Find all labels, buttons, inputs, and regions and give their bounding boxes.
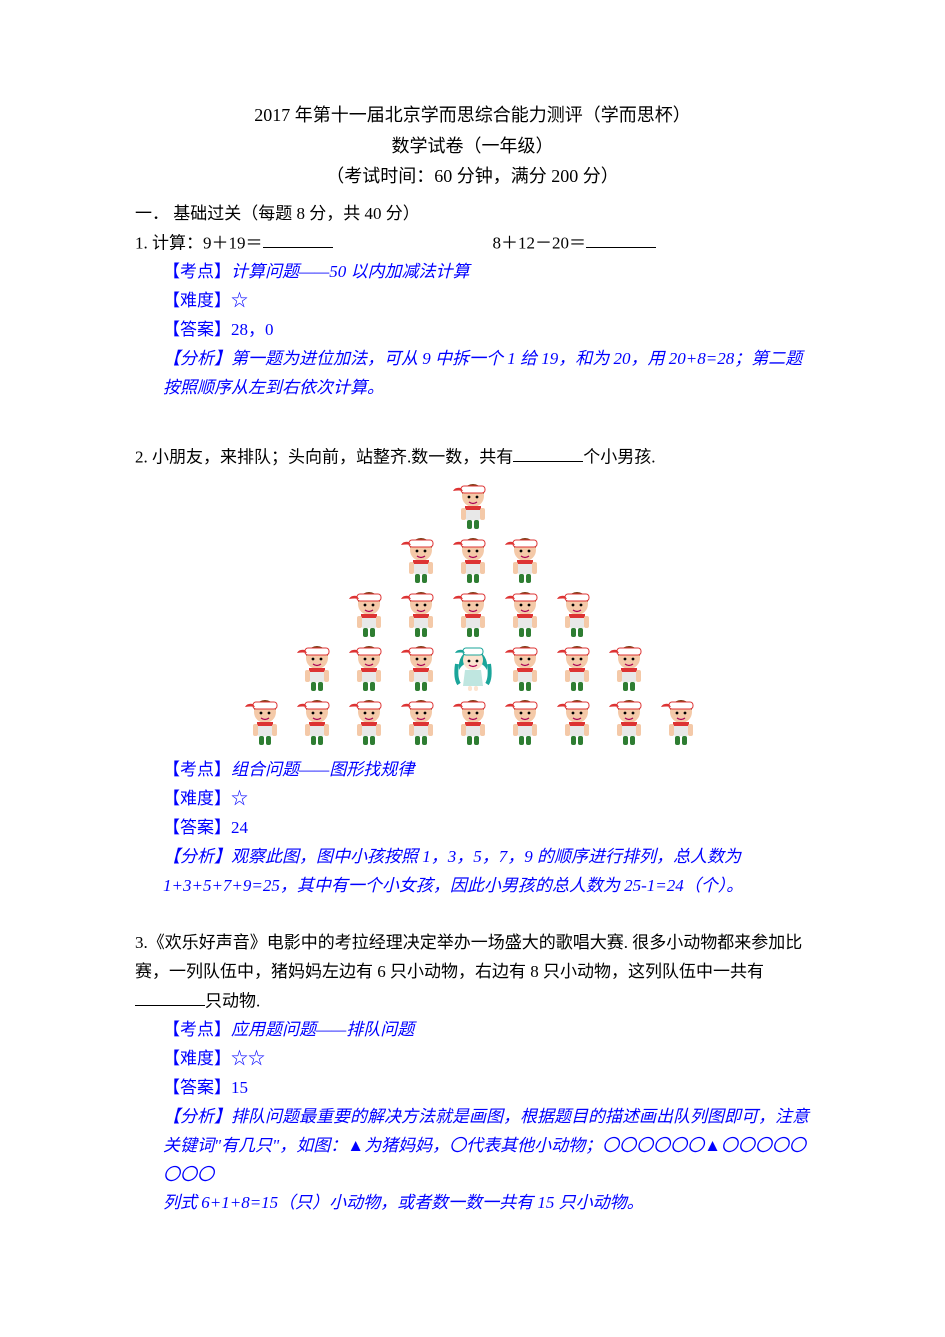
boy-icon	[397, 586, 445, 638]
q2-diff-line: 【难度】☆	[135, 785, 810, 814]
boy-icon	[397, 640, 445, 692]
topic-tag: 【考点】	[163, 1020, 231, 1039]
ans-tag: 【答案】	[163, 320, 231, 339]
q3-topic: 应用题问题——排队问题	[231, 1020, 414, 1039]
boy-icon	[553, 586, 601, 638]
boy-icon	[345, 640, 393, 692]
page-title-1: 2017 年第十一届北京学而思综合能力测评（学而思杯）	[135, 100, 810, 131]
q1-topic-line: 【考点】计算问题——50 以内加减法计算	[135, 258, 810, 287]
boy-icon	[293, 694, 341, 746]
boy-icon	[553, 640, 601, 692]
boy-icon	[345, 586, 393, 638]
boy-icon	[657, 694, 705, 746]
pyramid-row	[135, 694, 810, 746]
q3-ans: 15	[231, 1078, 248, 1097]
q3-stem: 3.《欢乐好声音》电影中的考拉经理决定举办一场盛大的歌唱大赛. 很多小动物都来参…	[135, 929, 810, 1016]
q1-diff-line: 【难度】☆	[135, 287, 810, 316]
q2-topic: 组合问题——图形找规律	[231, 760, 414, 779]
q2-analysis: 观察此图，图中小孩按照 1，3，5，7，9 的顺序进行排列，总人数为 1+3+5…	[163, 847, 743, 895]
q1-blank-2	[586, 229, 656, 249]
q2-ans-line: 【答案】24	[135, 814, 810, 843]
q1-ans-line: 【答案】28，0	[135, 316, 810, 345]
q1-expr1: 1. 计算：9＋19＝	[135, 233, 263, 252]
q1-stem: 1. 计算：9＋19＝ 8＋12－20＝	[135, 229, 810, 259]
spacer	[135, 403, 810, 443]
topic-tag: 【考点】	[163, 262, 231, 281]
q3-analysis-c: 列式 6+1+8=15（只）小动物，或者数一数一共有 15 只小动物。	[163, 1189, 810, 1218]
pyramid-row	[135, 586, 810, 638]
boy-icon	[397, 532, 445, 584]
boy-icon	[293, 640, 341, 692]
q1-analysis: 第一题为进位加法，可从 9 中拆一个 1 给 19，和为 20，用 20+8=2…	[163, 349, 802, 397]
boy-icon	[345, 694, 393, 746]
boy-icon	[501, 532, 549, 584]
diff-tag: 【难度】	[163, 789, 231, 808]
girl-icon	[449, 640, 497, 692]
boy-icon	[449, 478, 497, 530]
diff-tag: 【难度】	[163, 291, 231, 310]
q1-expr2: 8＋12－20＝	[493, 233, 587, 252]
page-title-3: （考试时间：60 分钟，满分 200 分）	[135, 161, 810, 192]
topic-tag: 【考点】	[163, 760, 231, 779]
q2-topic-line: 【考点】组合问题——图形找规律	[135, 756, 810, 785]
boy-icon	[449, 694, 497, 746]
boy-icon	[241, 694, 289, 746]
boy-icon	[397, 694, 445, 746]
boy-icon	[501, 640, 549, 692]
q3-blank	[135, 987, 205, 1007]
q3-ans-line: 【答案】15	[135, 1074, 810, 1103]
analysis-tag: 【分析】	[163, 349, 231, 368]
q1-blank-1	[263, 229, 333, 249]
exam-page: 2017 年第十一届北京学而思综合能力测评（学而思杯） 数学试卷（一年级） （考…	[0, 0, 945, 1278]
boy-icon	[449, 586, 497, 638]
page-title-2: 数学试卷（一年级）	[135, 131, 810, 162]
diff-tag: 【难度】	[163, 1049, 231, 1068]
boy-icon	[605, 640, 653, 692]
q3-diff-line: 【难度】☆☆	[135, 1045, 810, 1074]
pyramid-row	[135, 532, 810, 584]
q3-diff: ☆☆	[231, 1049, 265, 1068]
q1-diff: ☆	[231, 291, 248, 310]
q2-pyramid	[135, 478, 810, 746]
boy-icon	[605, 694, 653, 746]
boy-icon	[501, 586, 549, 638]
q2-analysis-line: 【分析】观察此图，图中小孩按照 1，3，5，7，9 的顺序进行排列，总人数为 1…	[135, 843, 810, 901]
pyramid-row	[135, 640, 810, 692]
q1-topic: 计算问题——50 以内加减法计算	[231, 262, 469, 281]
q2-stem: 2. 小朋友，来排队；头向前，站整齐.数一数，共有 个小男孩.	[135, 443, 810, 473]
section-1-heading: 一． 基础过关（每题 8 分，共 40 分）	[135, 200, 810, 229]
ans-tag: 【答案】	[163, 1078, 231, 1097]
boy-icon	[449, 532, 497, 584]
boy-icon	[501, 694, 549, 746]
pyramid-row	[135, 478, 810, 530]
q3-stem-a: 3.《欢乐好声音》电影中的考拉经理决定举办一场盛大的歌唱大赛. 很多小动物都来参…	[135, 933, 802, 981]
q2-ans: 24	[231, 818, 248, 837]
q2-stem-a: 2. 小朋友，来排队；头向前，站整齐.数一数，共有	[135, 447, 513, 466]
q2-stem-b: 个小男孩.	[583, 447, 655, 466]
q3-topic-line: 【考点】应用题问题——排队问题	[135, 1016, 810, 1045]
analysis-tag: 【分析】	[163, 1107, 231, 1126]
q3-stem-b: 只动物.	[205, 991, 260, 1010]
q1-ans: 28，0	[231, 320, 274, 339]
boy-icon	[553, 694, 601, 746]
q2-diff: ☆	[231, 789, 248, 808]
q3-analysis-block: 【分析】排队问题最重要的解决方法就是画图，根据题目的描述画出队列图即可，注意关键…	[135, 1103, 810, 1219]
q1-analysis-line: 【分析】第一题为进位加法，可从 9 中拆一个 1 给 19，和为 20，用 20…	[135, 345, 810, 403]
q2-blank	[513, 443, 583, 463]
ans-tag: 【答案】	[163, 818, 231, 837]
analysis-tag: 【分析】	[163, 847, 231, 866]
